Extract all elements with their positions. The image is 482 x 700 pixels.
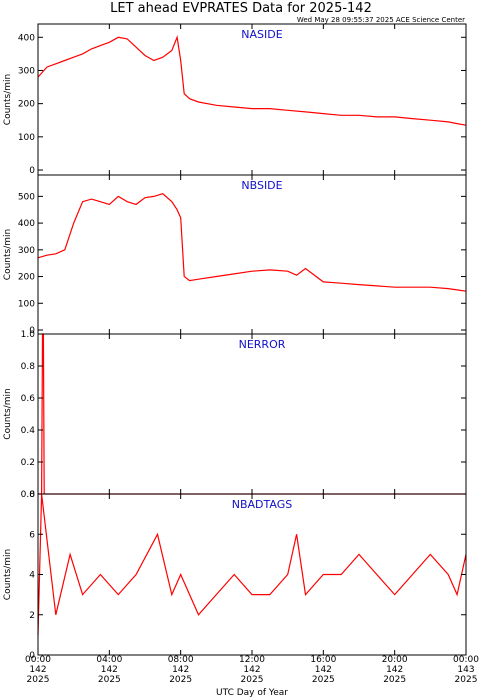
x-tick-label: 00:00 [25,655,51,665]
plot-frame [37,23,467,176]
x-tick-label: 142 [243,665,260,675]
x-axis-label: UTC Day of Year [216,688,288,698]
panels: 0 100 200 300 400 NASIDE Counts/min 0 100 200 300 4… [3,23,467,661]
y-axis-label: Counts/min [3,549,13,600]
x-tick-label: 142 [315,665,332,675]
panel-nbside: 0 100 200 300 400 500 NBSIDE Counts/min [3,174,467,336]
x-tick-label: 2025 [27,675,50,685]
y-axis-label: Counts/min [3,388,13,439]
panel-title: NASIDE [241,28,282,41]
panel-nerror: 0.0 0.2 0.4 0.6 0.8 1.0 NERROR Counts/min [3,330,467,500]
y-tick-label: 0.6 [21,394,36,404]
y-tick-label: 2 [29,611,35,621]
x-tick-label: 142 [29,665,46,675]
y-tick-label: 1.0 [21,330,36,340]
x-tick-label: 2025 [455,675,478,685]
x-tick-label: 142 [172,665,189,675]
x-tick-label: 2025 [169,675,192,685]
plot-frame [37,333,467,495]
x-tick-label: 142 [101,665,118,675]
series-line-naside [37,35,467,126]
y-tick-label: 500 [18,192,35,202]
y-tick-label: 300 [18,66,35,76]
y-tick-label: 300 [18,246,35,256]
x-tick-label: 142 [386,665,403,675]
plot-frame [37,493,467,656]
y-tick-label: 6 [29,530,35,540]
x-tick-label: 08:00 [168,655,194,665]
y-tick-label: 0 [29,651,35,661]
y-tick-label: 0.2 [21,458,35,468]
x-axis: 00:00142202504:00142202508:00142202512:0… [25,655,479,685]
y-tick-label: 100 [18,133,35,143]
x-tick-label: 143 [457,665,474,675]
x-tick-label: 2025 [241,675,264,685]
series-line-nerror [38,333,466,495]
y-tick-label: 200 [18,100,35,110]
x-tick-label: 20:00 [382,655,408,665]
panel-title: NBADTAGS [232,498,292,511]
y-tick-label: 200 [18,273,35,283]
y-tick-label: 400 [18,33,35,43]
y-tick-label: 100 [18,299,35,309]
y-tick-label: 0.4 [21,426,36,436]
panel-title: NBSIDE [241,179,282,192]
x-tick-label: 04:00 [96,655,122,665]
series-line-nbadtags [37,493,467,635]
y-axis-label: Counts/min [3,74,13,125]
y-tick-label: 8 [29,490,35,500]
plot-frame [37,174,467,335]
x-tick-label: 12:00 [239,655,265,665]
panel-nbadtags: 0 2 4 6 8 NBADTAGS Counts/min [3,490,467,661]
series-line-nbside [37,193,467,292]
y-tick-label: 0.8 [21,362,36,372]
y-tick-label: 400 [18,219,35,229]
y-tick-label: 0 [29,326,35,336]
x-tick-label: 2025 [98,675,121,685]
panel-title: NERROR [239,338,286,351]
y-tick-label: 0.0 [21,490,36,500]
figure-title: LET ahead EVPRATES Data for 2025-142 [110,1,372,16]
y-axis-label: Counts/min [3,229,13,280]
figure-subtitle: Wed May 28 09:55:37 2025 ACE Science Cen… [297,16,465,24]
panel-naside: 0 100 200 300 400 NASIDE Counts/min [3,23,467,176]
x-tick-label: 00:00 [453,655,479,665]
y-tick-label: 0 [29,166,35,176]
y-tick-label: 4 [29,571,35,581]
x-tick-label: 2025 [312,675,335,685]
x-tick-label: 16:00 [310,655,336,665]
x-tick-label: 2025 [383,675,406,685]
